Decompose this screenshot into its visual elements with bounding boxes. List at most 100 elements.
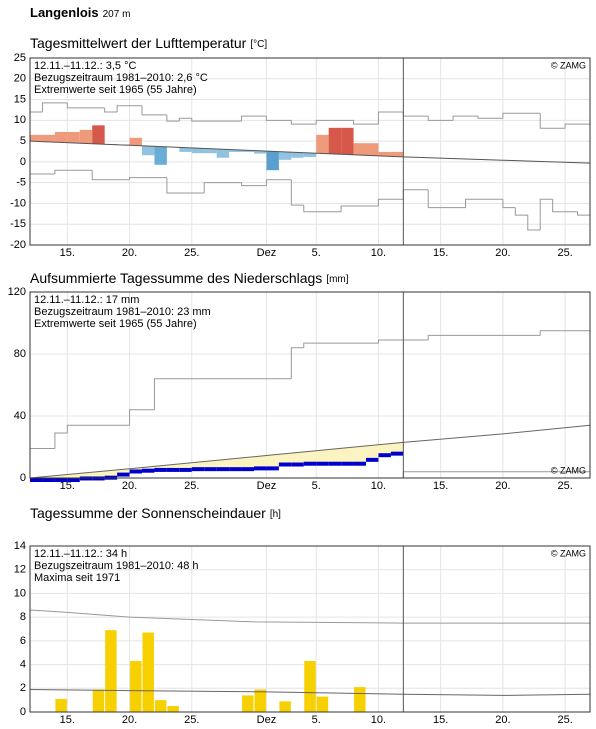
panel-unit: [°C] bbox=[250, 39, 267, 50]
x-tick-label: 20. bbox=[122, 480, 137, 492]
x-tick-label: Dez bbox=[257, 714, 277, 726]
y-tick-label: 12 bbox=[14, 564, 26, 576]
extreme-max-line bbox=[427, 116, 454, 121]
reference-line bbox=[29, 140, 591, 164]
y-tick-label: 14 bbox=[14, 540, 26, 552]
extreme-max-line bbox=[477, 116, 503, 119]
deficit-area bbox=[328, 448, 342, 462]
deficit-area bbox=[216, 459, 230, 468]
x-tick-label: 25. bbox=[557, 480, 572, 492]
y-tick-label: -20 bbox=[10, 239, 26, 251]
x-tick-label: 15. bbox=[60, 247, 75, 259]
deficit-area bbox=[278, 453, 292, 463]
sunshine-bar bbox=[130, 661, 142, 712]
y-tick-label: 0 bbox=[20, 472, 26, 484]
summary-note: 12.11.–11.12.: 17 mm bbox=[34, 294, 139, 306]
panel-unit: [h] bbox=[270, 509, 281, 520]
deficit-area bbox=[341, 447, 354, 462]
x-tick-label: Dez bbox=[257, 480, 277, 492]
x-tick-label: 10. bbox=[371, 247, 386, 259]
temperature-bar bbox=[254, 150, 267, 154]
y-tick-label: 15 bbox=[14, 93, 26, 105]
x-tick-label: Dez bbox=[257, 247, 277, 259]
y-tick-label: 10 bbox=[14, 587, 26, 599]
temperature-bar bbox=[316, 134, 329, 154]
y-tick-label: -5 bbox=[16, 177, 26, 189]
x-tick-label: 10. bbox=[371, 714, 386, 726]
extreme-min-line bbox=[241, 182, 267, 187]
x-tick-label: 25. bbox=[184, 714, 199, 726]
sunshine-bar bbox=[167, 706, 179, 712]
extreme-max-line bbox=[539, 330, 590, 336]
sunshine-bar bbox=[92, 689, 105, 712]
sunshine-bar bbox=[105, 630, 117, 712]
extreme-max-line bbox=[265, 116, 292, 121]
summary-note: 12.11.–11.12.: 34 h bbox=[34, 548, 127, 560]
copyright: © ZAMG bbox=[551, 60, 586, 70]
deficit-area bbox=[303, 450, 317, 462]
copyright: © ZAMG bbox=[551, 465, 586, 475]
summary-note: Bezugszeitraum 1981–2010: 48 h bbox=[34, 560, 199, 572]
temperature-bar bbox=[67, 131, 80, 143]
extreme-max-line bbox=[502, 112, 541, 119]
extreme-max-line bbox=[153, 378, 292, 410]
extreme-max-line bbox=[427, 334, 541, 341]
temperature-bar bbox=[216, 149, 230, 158]
temperature-bar bbox=[30, 134, 43, 142]
temperature-bar bbox=[378, 151, 391, 157]
sunshine-bar bbox=[242, 695, 254, 712]
deficit-area bbox=[390, 442, 404, 452]
sunshine-bar bbox=[304, 661, 316, 712]
deficit-area bbox=[266, 454, 279, 467]
extreme-min-line bbox=[539, 198, 553, 231]
temperature-bar bbox=[142, 146, 155, 156]
x-tick-label: 5. bbox=[312, 247, 321, 259]
reference-line bbox=[29, 688, 591, 696]
x-tick-label: 15. bbox=[60, 480, 75, 492]
sunshine-bar bbox=[142, 632, 154, 712]
extreme-max-line bbox=[241, 115, 267, 122]
plot-frame bbox=[29, 291, 591, 479]
x-tick-label: 20. bbox=[495, 247, 510, 259]
extreme-min-line bbox=[340, 205, 379, 212]
temperature-bar bbox=[42, 134, 55, 142]
extreme-max-line bbox=[452, 115, 478, 121]
summary-note: Bezugszeitraum 1981–2010: 23 mm bbox=[34, 306, 211, 318]
plot-frame bbox=[29, 545, 591, 713]
x-tick-label: 10. bbox=[371, 480, 386, 492]
temperature-bar bbox=[154, 146, 167, 165]
temperature-bar bbox=[191, 148, 205, 154]
temperature-bar bbox=[129, 137, 142, 146]
extreme-max-line bbox=[166, 114, 180, 122]
extreme-min-line bbox=[502, 199, 516, 209]
station-name: Langenlois bbox=[30, 5, 99, 20]
extreme-min-line bbox=[465, 198, 503, 208]
extreme-min-line bbox=[514, 207, 528, 216]
x-tick-label: 15. bbox=[433, 714, 448, 726]
extreme-max-line bbox=[377, 339, 429, 344]
sunshine-bar bbox=[154, 700, 167, 712]
summary-note: Extremwerte seit 1965 (55 Jahre) bbox=[34, 318, 197, 330]
sunshine-bar bbox=[354, 687, 366, 712]
deficit-area bbox=[316, 449, 329, 462]
temperature-bar bbox=[366, 143, 379, 156]
panel-title: Tagessumme der Sonnenscheindauer [h] bbox=[30, 505, 281, 521]
temperature-bar bbox=[79, 129, 93, 144]
y-tick-label: 80 bbox=[14, 348, 26, 360]
extreme-min-line bbox=[527, 215, 541, 231]
sunshine-bar bbox=[279, 701, 291, 712]
panel-title: Aufsummierte Tagessumme des Niederschlag… bbox=[30, 270, 349, 286]
temperature-bar bbox=[328, 127, 342, 154]
temperature-bar bbox=[204, 148, 217, 154]
deficit-area bbox=[191, 461, 205, 468]
deficit-area bbox=[204, 460, 217, 468]
y-tick-label: 25 bbox=[14, 52, 26, 64]
station-altitude: 207 m bbox=[103, 9, 131, 20]
y-tick-label: 10 bbox=[14, 114, 26, 126]
extreme-min-line bbox=[577, 211, 590, 216]
extreme-max-line bbox=[129, 409, 155, 426]
temperature-bar bbox=[266, 151, 279, 171]
extreme-min-line bbox=[402, 189, 429, 200]
deficit-area bbox=[353, 445, 366, 462]
